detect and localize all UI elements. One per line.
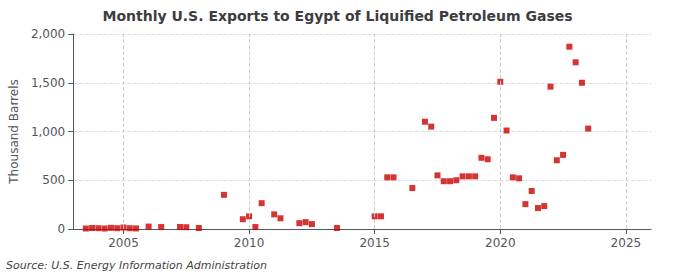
svg-text:2025: 2025 [611, 236, 642, 250]
svg-text:2020: 2020 [485, 236, 516, 250]
svg-text:0: 0 [58, 222, 66, 236]
svg-text:Monthly U.S. Exports to Egypt: Monthly U.S. Exports to Egypt of Liquifi… [102, 8, 572, 24]
svg-text:2,000: 2,000 [31, 27, 65, 41]
svg-text:2005: 2005 [108, 236, 139, 250]
svg-text:2010: 2010 [234, 236, 265, 250]
svg-text:Thousand Barrels: Thousand Barrels [7, 79, 21, 184]
svg-text:2015: 2015 [359, 236, 390, 250]
svg-text:1,000: 1,000 [31, 125, 65, 139]
svg-text:1,500: 1,500 [31, 76, 65, 90]
svg-text:500: 500 [42, 173, 65, 187]
svg-text:Source: U.S. Energy Informatio: Source: U.S. Energy Information Administ… [6, 259, 267, 272]
